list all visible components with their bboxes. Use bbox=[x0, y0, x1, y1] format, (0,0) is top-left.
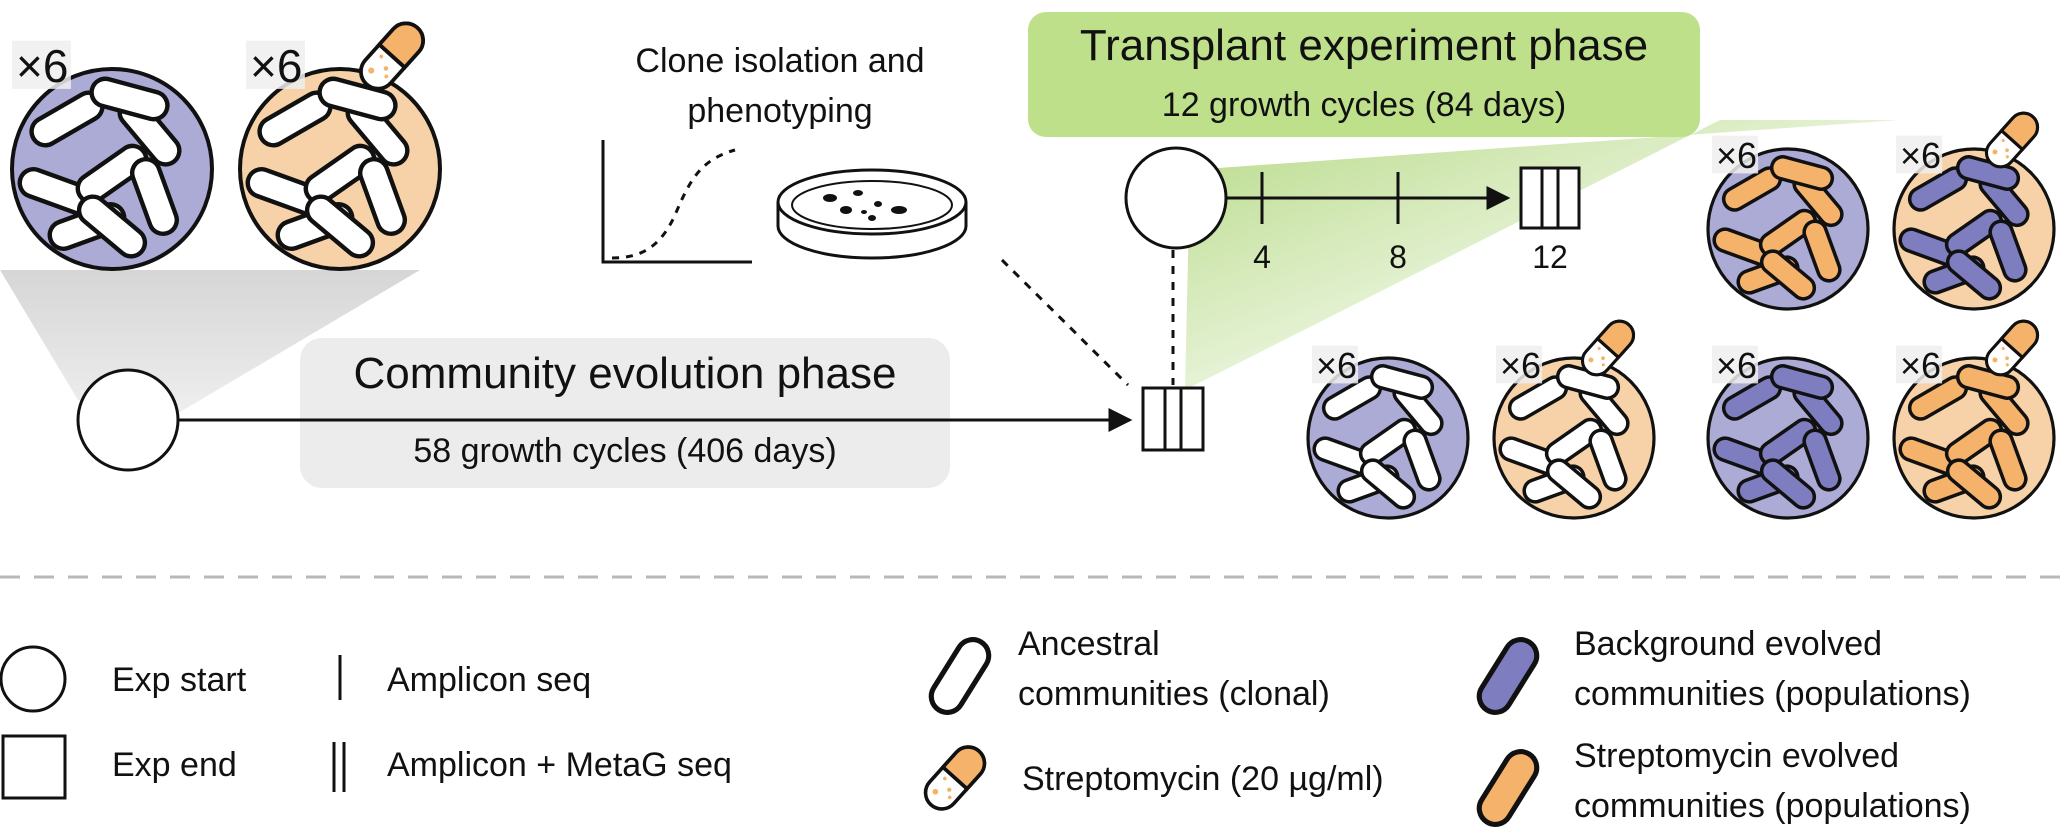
petri-dish-icon bbox=[776, 168, 968, 260]
ancestral-strep-cell-6 bbox=[317, 76, 398, 122]
strep-cell-a-6 bbox=[1769, 155, 1835, 191]
ancestral-strep-cell-4 bbox=[357, 157, 408, 236]
ancestral-community-circle bbox=[10, 67, 214, 271]
ancestral-cell-6 bbox=[89, 76, 170, 122]
multiplier-transplant-3-group: ×6 bbox=[1712, 345, 1759, 386]
community-phase-subtitle: 58 growth cycles (406 days) bbox=[413, 432, 836, 470]
ancestral-strep-cell-3 bbox=[303, 143, 377, 205]
legend-background-line2: communities (populations) bbox=[1574, 675, 1971, 713]
community-phase-box bbox=[300, 338, 950, 488]
antibiotic-pill-top bbox=[359, 21, 425, 91]
ancestral-strep-cell-7 bbox=[304, 194, 376, 259]
antibiotic-pill-transplant-4 bbox=[1984, 319, 2040, 377]
legend-exp-start-icon bbox=[0, 645, 67, 713]
transplant-phase-box bbox=[1028, 12, 1700, 137]
multiplier-transplant-5-group: ×6 bbox=[1312, 345, 1359, 386]
antibiotic-pill-transplant-6 bbox=[1580, 319, 1636, 377]
strep-cell-a-7 bbox=[1759, 249, 1817, 301]
multiplier-transplant-2: ×6 bbox=[1900, 135, 1941, 176]
legend-background-cell-icon bbox=[1476, 637, 1540, 715]
anc-cell-d-3 bbox=[1544, 417, 1604, 467]
bg-cell-b-4 bbox=[1802, 428, 1842, 492]
tick-label-4: 4 bbox=[1253, 239, 1271, 275]
multiplier-transplant-2-group: ×6 bbox=[1896, 135, 1943, 176]
ancestral-strep-community-circle bbox=[238, 67, 442, 271]
legend-strep: Streptomycin (20 µg/ml) bbox=[1022, 760, 1384, 798]
transplant-anc-strep-circle bbox=[1492, 356, 1656, 520]
strep-cell-b-4 bbox=[1988, 428, 2028, 492]
multiplier-transplant-1-group: ×6 bbox=[1712, 135, 1759, 176]
antibiotic-pill-transplant-2 bbox=[1984, 111, 2040, 169]
transplant-anc-bg-circle bbox=[1306, 356, 1470, 520]
clone-title-line1: Clone isolation and bbox=[635, 42, 924, 80]
legend-background-line1: Background evolved bbox=[1574, 625, 1882, 663]
multiplier-transplant-5: ×6 bbox=[1316, 345, 1357, 386]
multiplier-transplant-4: ×6 bbox=[1900, 345, 1941, 386]
multiplier-transplant-6: ×6 bbox=[1500, 345, 1541, 386]
multiplier-ancestral-group: ×6 bbox=[12, 40, 71, 92]
multiplier-ancestral-strep: ×6 bbox=[250, 40, 302, 92]
multiplier-ancestral-strep-group: ×6 bbox=[246, 40, 305, 92]
multiplier-transplant-1: ×6 bbox=[1716, 135, 1757, 176]
bg-cell-b-3 bbox=[1758, 417, 1818, 467]
strep-cell-a-4 bbox=[1802, 219, 1842, 283]
legend-ancestral-cell-icon bbox=[928, 637, 992, 715]
growth-curve-icon bbox=[601, 140, 752, 264]
anc-cell-d-7 bbox=[1545, 458, 1603, 510]
bg-cell-a-4 bbox=[1988, 219, 2028, 283]
transplant-bg-into-bg-circle bbox=[1706, 356, 1870, 520]
bg-cell-a-7 bbox=[1945, 249, 2003, 301]
exp-end-marker-transplant bbox=[1519, 166, 1581, 230]
legend-exp-start: Exp start bbox=[112, 661, 247, 699]
bg-cell-a-3 bbox=[1944, 208, 2004, 258]
strep-cell-b-3 bbox=[1944, 417, 2004, 467]
exp-end-marker-main bbox=[1141, 386, 1205, 452]
legend-ancestral-line2: communities (clonal) bbox=[1018, 675, 1330, 713]
multiplier-ancestral: ×6 bbox=[16, 40, 68, 92]
legend-exp-end: Exp end bbox=[112, 746, 237, 784]
legend-antibiotic-pill-icon bbox=[923, 745, 987, 811]
anc-cell-d-4 bbox=[1588, 428, 1628, 492]
strep-cell-b-7 bbox=[1945, 458, 2003, 510]
multiplier-transplant-3: ×6 bbox=[1716, 345, 1757, 386]
exp-start-circle-transplant bbox=[1124, 146, 1228, 250]
legend-strep-evolved-line1: Streptomycin evolved bbox=[1574, 737, 1899, 775]
ancestral-cell-4 bbox=[129, 157, 180, 236]
legend-exp-end-icon bbox=[1, 734, 67, 800]
ancestral-cell-7 bbox=[76, 194, 148, 259]
community-phase-title: Community evolution phase bbox=[354, 349, 897, 398]
transplant-phase-title: Transplant experiment phase bbox=[1080, 21, 1648, 70]
bg-cell-b-6 bbox=[1769, 364, 1835, 400]
multiplier-transplant-6-group: ×6 bbox=[1496, 345, 1543, 386]
clone-title-line2: phenotyping bbox=[687, 92, 872, 130]
transplant-bg-into-strep-circle bbox=[1892, 147, 2056, 311]
zoom-wedge-green bbox=[1185, 120, 1900, 390]
anc-cell-c-6 bbox=[1369, 364, 1435, 400]
anc-cell-c-4 bbox=[1402, 428, 1442, 492]
strep-cell-a-3 bbox=[1758, 208, 1818, 258]
exp-start-circle-main bbox=[76, 368, 180, 472]
legend-strep-evolved-line2: communities (populations) bbox=[1574, 787, 1971, 825]
tick-label-12: 12 bbox=[1532, 239, 1568, 275]
transplant-phase-subtitle: 12 growth cycles (84 days) bbox=[1162, 86, 1566, 124]
tick-label-8: 8 bbox=[1389, 239, 1407, 275]
legend-amplicon-metag: Amplicon + MetaG seq bbox=[387, 746, 732, 784]
legend-ancestral-line1: Ancestral bbox=[1018, 625, 1160, 663]
clone-connector bbox=[1000, 258, 1130, 387]
anc-cell-c-3 bbox=[1358, 417, 1418, 467]
transplant-strep-into-bg-circle bbox=[1706, 147, 1870, 311]
anc-cell-c-7 bbox=[1359, 458, 1417, 510]
ancestral-cell-3 bbox=[75, 143, 149, 205]
legend-strep-cell-icon bbox=[1476, 749, 1540, 827]
legend-amplicon: Amplicon seq bbox=[387, 661, 591, 699]
multiplier-transplant-4-group: ×6 bbox=[1896, 345, 1943, 386]
bg-cell-b-7 bbox=[1759, 458, 1817, 510]
